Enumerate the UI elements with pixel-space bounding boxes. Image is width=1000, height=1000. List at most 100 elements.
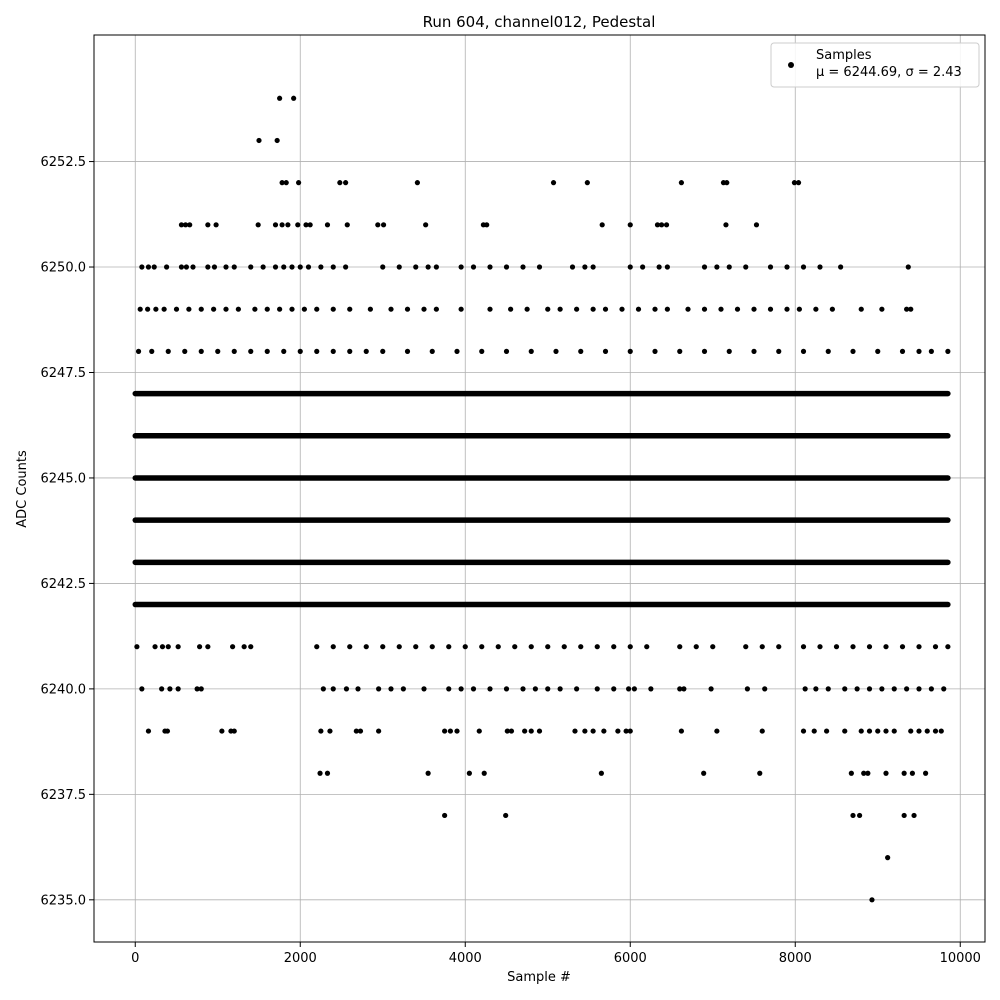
- data-point: [425, 264, 431, 270]
- data-point: [681, 686, 687, 692]
- y-tick-label: 6240.0: [41, 682, 87, 697]
- data-point: [850, 644, 856, 650]
- data-point: [598, 770, 604, 776]
- data-point: [404, 306, 411, 312]
- data-point: [396, 264, 402, 270]
- data-point: [343, 686, 350, 692]
- data-point: [283, 180, 289, 186]
- data-point: [231, 728, 237, 734]
- data-point: [701, 306, 708, 312]
- data-point: [324, 222, 331, 228]
- data-point: [714, 264, 720, 270]
- data-point: [800, 728, 807, 734]
- data-point: [314, 644, 320, 650]
- data-point: [791, 180, 798, 186]
- data-point: [916, 348, 922, 354]
- data-point: [248, 264, 254, 270]
- data-point: [433, 264, 439, 270]
- data-point: [928, 686, 934, 692]
- data-point: [536, 264, 543, 270]
- data-point: [550, 180, 557, 186]
- data-point: [767, 264, 774, 270]
- data-point: [447, 728, 453, 734]
- data-point: [211, 264, 218, 270]
- data-point: [484, 222, 490, 228]
- legend-marker: [788, 62, 794, 68]
- data-point: [524, 306, 530, 312]
- x-tick-label: 2000: [284, 951, 317, 966]
- data-point: [178, 222, 185, 228]
- data-point: [602, 348, 609, 354]
- data-point: [800, 264, 807, 270]
- data-point: [175, 644, 181, 650]
- data-point: [932, 644, 939, 650]
- data-point: [205, 264, 211, 270]
- data-point: [899, 348, 906, 354]
- data-point: [842, 728, 848, 734]
- data-point: [545, 686, 551, 692]
- data-point: [795, 180, 802, 186]
- data-point: [557, 306, 563, 312]
- data-point: [344, 222, 350, 228]
- x-tick-label: 0: [131, 951, 139, 966]
- data-point: [663, 222, 670, 228]
- data-point: [891, 686, 897, 692]
- data-point: [347, 348, 353, 354]
- data-point: [811, 728, 817, 734]
- y-tick-label: 6252.5: [41, 155, 87, 170]
- data-point: [652, 348, 658, 354]
- data-point: [301, 306, 307, 312]
- data-point: [759, 644, 765, 650]
- data-point: [137, 306, 143, 312]
- data-point: [433, 306, 439, 312]
- data-point: [800, 348, 807, 354]
- data-point: [324, 770, 331, 776]
- y-tick-label: 6245.0: [41, 471, 87, 486]
- data-point: [462, 644, 468, 650]
- data-point: [159, 644, 166, 650]
- data-point: [367, 306, 373, 312]
- data-point: [135, 348, 142, 354]
- data-point: [615, 728, 621, 734]
- data-point: [235, 306, 241, 312]
- data-point: [590, 264, 596, 270]
- data-point: [904, 686, 910, 692]
- data-point: [183, 264, 189, 270]
- data-point: [574, 306, 580, 312]
- data-point: [909, 770, 916, 776]
- data-point: [231, 264, 237, 270]
- data-point: [190, 264, 196, 270]
- data-point: [458, 306, 464, 312]
- data-point: [842, 686, 848, 692]
- data-point: [481, 770, 487, 776]
- data-point: [627, 264, 633, 270]
- data-point: [850, 348, 856, 354]
- data-point: [751, 306, 757, 312]
- data-point: [627, 728, 633, 734]
- data-point: [664, 306, 670, 312]
- data-point: [145, 728, 152, 734]
- grid-lines: [94, 35, 985, 942]
- data-point: [536, 728, 543, 734]
- data-point: [883, 728, 889, 734]
- data-point: [751, 348, 757, 354]
- data-point: [458, 686, 464, 692]
- x-axis-label: Sample #: [507, 970, 571, 985]
- data-point: [757, 770, 763, 776]
- data-point: [318, 264, 324, 270]
- data-point: [337, 180, 343, 186]
- data-point: [495, 644, 501, 650]
- data-point: [281, 264, 287, 270]
- data-point: [165, 644, 171, 650]
- data-point: [784, 306, 790, 312]
- data-point: [623, 728, 629, 734]
- data-point: [425, 770, 431, 776]
- data-point: [289, 264, 295, 270]
- data-point: [916, 728, 922, 734]
- data-point: [941, 686, 947, 692]
- data-point: [938, 728, 944, 734]
- data-point: [277, 95, 283, 101]
- data-point: [640, 264, 646, 270]
- data-point: [317, 770, 323, 776]
- data-point: [744, 686, 751, 692]
